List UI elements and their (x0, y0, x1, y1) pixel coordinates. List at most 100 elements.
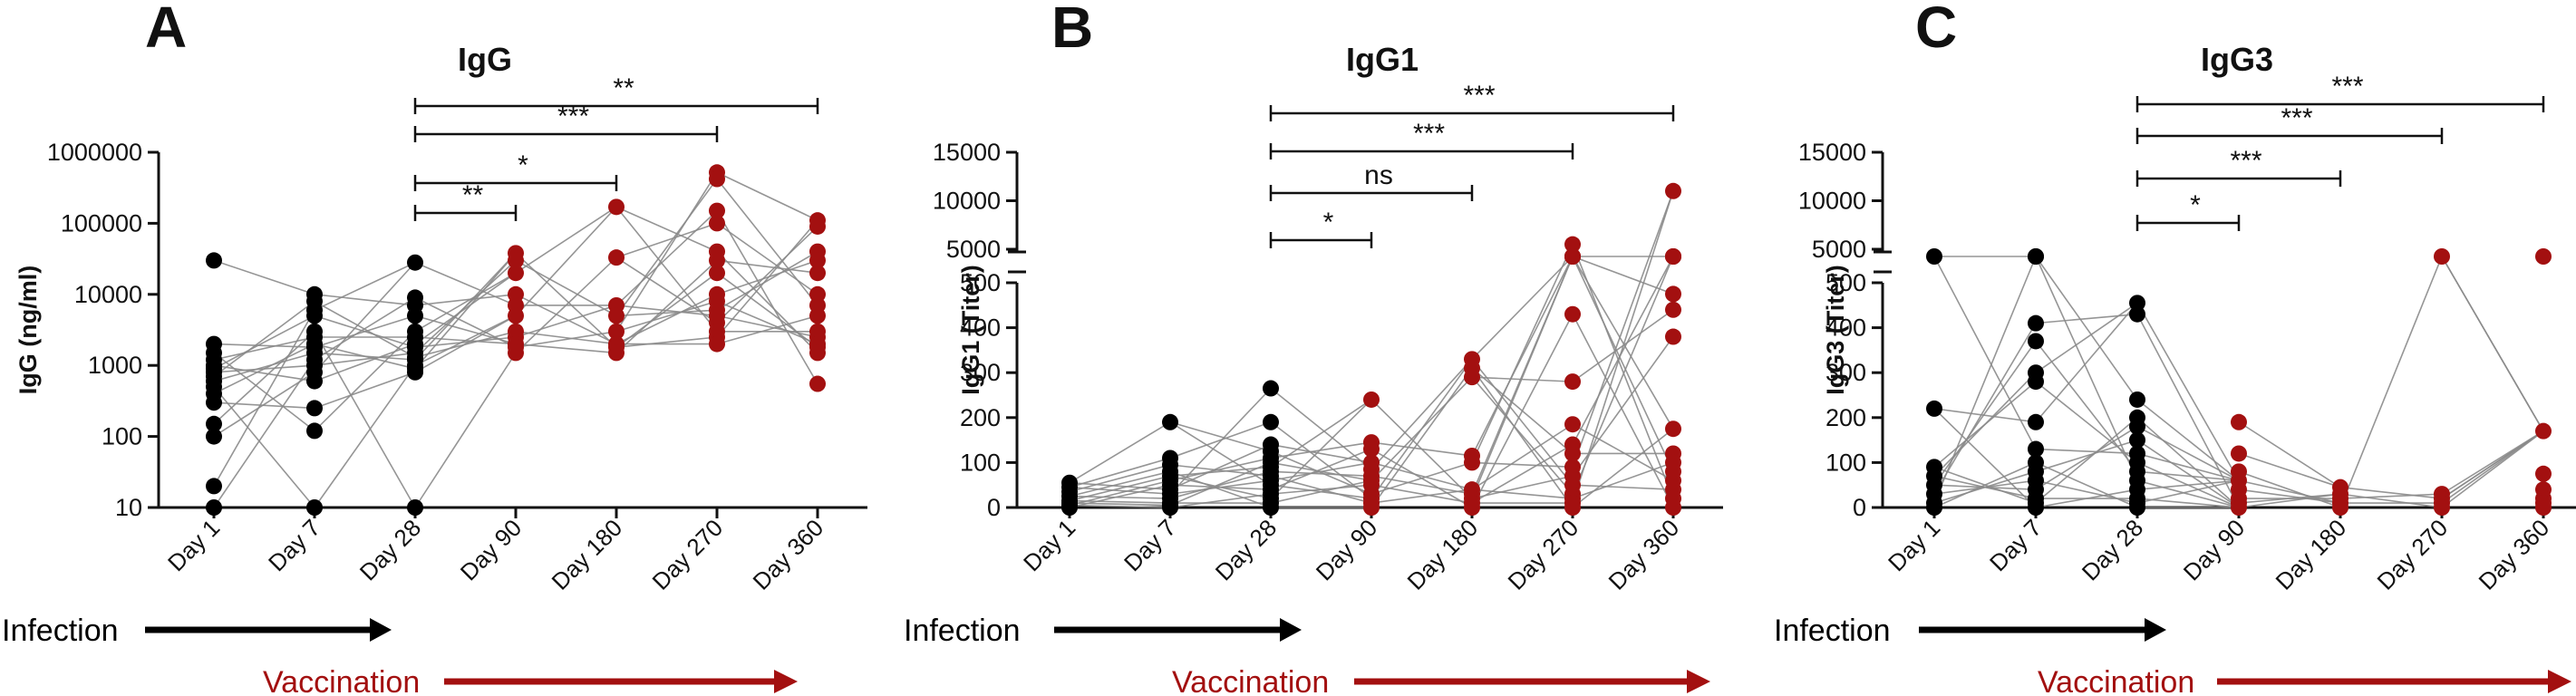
subject-line (515, 304, 617, 338)
subject-line (414, 294, 517, 306)
data-point (2129, 431, 2145, 449)
subject-line (1370, 475, 1473, 495)
subject-line (716, 226, 818, 324)
subject-line (716, 272, 818, 348)
subject-line (1933, 372, 2037, 477)
x-tick-label: Day 270 (2372, 514, 2454, 595)
subject-line (2035, 488, 2138, 508)
panel-b: B IgG1 IgG1 (Titer) 0 100 200 300 400 500 5000 100… (904, 0, 1723, 696)
data-point (2028, 413, 2044, 430)
subject-line (314, 352, 416, 366)
subject-line (615, 222, 718, 258)
x-tick-label: Day 1 (162, 514, 225, 576)
subject-line (1471, 256, 1574, 499)
infection-arrowhead (2145, 618, 2166, 642)
subject-line (515, 343, 617, 354)
data-point (709, 265, 725, 282)
subject-line (1370, 488, 1473, 504)
subject-line (716, 314, 818, 345)
x-tick-label: Day 360 (1603, 514, 1685, 595)
y-tick-label: 100000 (61, 209, 142, 237)
y-tick-label: 200 (1825, 404, 1866, 431)
y-tick-label: 10000 (74, 281, 142, 308)
significance-label: * (518, 150, 528, 180)
data-point (809, 307, 826, 324)
subject-line (2238, 421, 2341, 488)
panel-letter: C (1915, 0, 1957, 60)
subject-line (716, 219, 818, 338)
panel-letter: A (145, 0, 187, 60)
subject-line (716, 210, 818, 384)
data-point (1665, 328, 1681, 345)
data-point (508, 344, 524, 362)
subject-line (2238, 488, 2341, 504)
y-tick-label: 1000000 (47, 139, 142, 166)
data-point (306, 422, 323, 440)
subject-line (2339, 486, 2443, 499)
subject-line (1933, 256, 2037, 450)
subject-line (2035, 448, 2138, 455)
subject-line (716, 251, 818, 353)
data-point (2535, 422, 2552, 440)
subject-line (615, 300, 718, 333)
data-point (407, 307, 423, 324)
data-point (2231, 413, 2247, 430)
data-point (2535, 465, 2552, 482)
subject-line (2035, 381, 2138, 464)
chart-title: IgG (458, 41, 512, 78)
data-point (2129, 418, 2145, 435)
subject-line (1270, 399, 1372, 499)
subject-line (2339, 493, 2443, 499)
subject-line (2035, 302, 2138, 423)
data-point (2028, 499, 2044, 516)
data-point (1665, 182, 1681, 199)
subject-line (1471, 376, 1574, 495)
data-point (1564, 499, 1581, 516)
subject-line (1572, 244, 1674, 499)
y-tick-label: 10000 (1798, 188, 1866, 215)
subject-line (1471, 358, 1574, 486)
data-point (809, 218, 826, 235)
data-point (809, 344, 826, 362)
subject-line (1169, 493, 1272, 508)
subject-line (1471, 256, 1574, 457)
subject-line (1169, 420, 1272, 452)
subject-line (1572, 190, 1674, 468)
x-tick-label: Day 28 (1210, 514, 1282, 585)
data-point (1564, 416, 1581, 433)
y-tick-label: 300 (960, 359, 1001, 386)
subject-line (314, 296, 416, 361)
subject-line (314, 314, 416, 348)
y-tick-label: 1000 (88, 352, 142, 379)
vaccination-arrowhead (2548, 670, 2571, 693)
data-point (508, 307, 524, 324)
subject-line (1471, 367, 1574, 508)
significance-label: ** (462, 180, 484, 210)
x-tick-label: Day 180 (2271, 514, 2352, 595)
y-tick-label: 15000 (1798, 139, 1866, 166)
subject-line (314, 343, 416, 382)
infection-arrowhead (1280, 618, 1302, 642)
subject-line (1169, 461, 1272, 507)
subject-line (213, 314, 315, 370)
subject-line (2441, 430, 2544, 508)
subject-line (2035, 256, 2138, 481)
subject-line (2441, 256, 2544, 432)
subject-line (615, 210, 718, 306)
x-tick-label: Day 7 (1984, 514, 2047, 576)
vaccination-label: Vaccination (1172, 665, 1329, 696)
data-point (1162, 413, 1178, 430)
significance-label: *** (2230, 146, 2261, 176)
data-point (2231, 499, 2247, 516)
subject-line (1471, 423, 1574, 490)
data-point (306, 372, 323, 390)
subject-line (1069, 479, 1171, 507)
y-tick-label: 10000 (933, 188, 1001, 215)
data-point (1665, 285, 1681, 303)
subject-line (1572, 256, 1674, 495)
subject-line (615, 272, 718, 348)
subject-line (1169, 466, 1272, 478)
subject-line (2035, 439, 2138, 473)
subject-line (1169, 421, 1272, 459)
